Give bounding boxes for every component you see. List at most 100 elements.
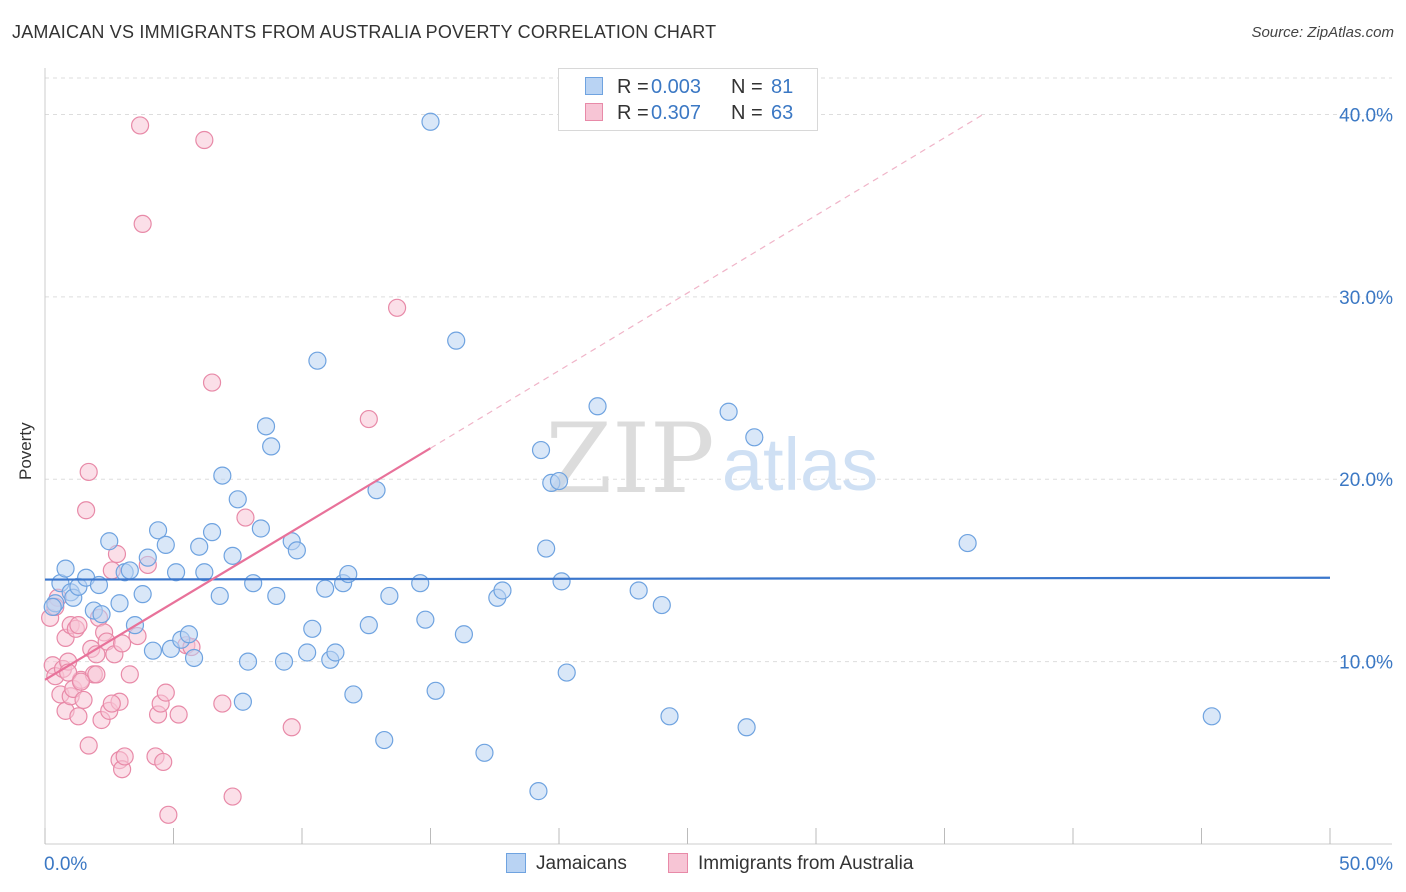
point-australia bbox=[74, 690, 93, 710]
legend-n-label: N = bbox=[731, 102, 763, 124]
point-jamaicans bbox=[251, 519, 270, 538]
legend-swatch-australia bbox=[585, 103, 603, 121]
point-jamaicans bbox=[447, 331, 466, 350]
point-australia bbox=[213, 694, 232, 713]
trend-line-jamaicans bbox=[44, 576, 1331, 581]
point-jamaicans bbox=[375, 730, 394, 750]
x-tick-label-min: 0.0% bbox=[44, 854, 87, 875]
point-jamaicans bbox=[552, 572, 571, 591]
point-australia bbox=[102, 694, 121, 713]
point-australia bbox=[359, 409, 378, 429]
point-jamaicans bbox=[195, 563, 214, 582]
chart-title: JAMAICAN VS IMMIGRANTS FROM AUSTRALIA PO… bbox=[12, 22, 717, 42]
watermark: ZIP atlas bbox=[545, 403, 878, 515]
point-australia bbox=[87, 665, 106, 684]
point-jamaicans bbox=[1202, 707, 1221, 726]
series-immigrants-from-australia bbox=[41, 116, 407, 824]
y-axis-label: Poverty bbox=[16, 422, 35, 480]
point-jamaicans bbox=[652, 595, 671, 615]
point-jamaicans bbox=[421, 112, 440, 131]
gridlines bbox=[45, 77, 1392, 663]
point-jamaicans bbox=[344, 685, 363, 704]
point-jamaicans bbox=[166, 563, 186, 582]
legend-n-value-jamaicans: 81 bbox=[771, 76, 794, 98]
point-jamaicans bbox=[179, 625, 199, 644]
point-jamaicans bbox=[549, 471, 569, 491]
legend-swatch-jamaicans bbox=[585, 77, 603, 95]
point-australia bbox=[130, 116, 150, 135]
point-jamaicans bbox=[531, 440, 551, 460]
legend-r-value-australia: 0.307 bbox=[651, 102, 702, 124]
bottom-legend-swatch-australia bbox=[668, 853, 688, 873]
point-australia bbox=[71, 672, 91, 691]
point-jamaicans bbox=[100, 532, 119, 551]
point-australia bbox=[115, 747, 134, 766]
point-jamaicans bbox=[148, 521, 168, 540]
point-jamaicans bbox=[588, 397, 607, 416]
point-jamaicans bbox=[308, 351, 327, 370]
source-label: Source: ZipAtlas.com bbox=[1251, 24, 1394, 41]
point-australia bbox=[79, 462, 98, 482]
point-jamaicans bbox=[138, 548, 157, 567]
point-jamaicans bbox=[110, 594, 129, 613]
point-australia bbox=[195, 130, 214, 150]
point-jamaicans bbox=[56, 559, 75, 578]
point-australia bbox=[79, 736, 98, 755]
point-jamaicans bbox=[298, 643, 317, 662]
point-jamaicans bbox=[244, 574, 263, 593]
point-jamaicans bbox=[316, 579, 335, 598]
axes bbox=[44, 68, 1392, 845]
point-jamaicans bbox=[629, 581, 648, 600]
legend-r-label: R = bbox=[617, 76, 649, 98]
point-jamaicans bbox=[262, 437, 281, 456]
watermark-atlas: atlas bbox=[722, 423, 878, 506]
point-jamaicans bbox=[719, 402, 738, 421]
point-australia bbox=[387, 298, 407, 317]
y-tick-label: 40.0% bbox=[1339, 105, 1393, 126]
y-tick-label: 20.0% bbox=[1339, 470, 1393, 491]
point-jamaicans bbox=[411, 574, 430, 593]
point-australia bbox=[156, 683, 175, 702]
watermark-zip: ZIP bbox=[545, 403, 714, 515]
point-jamaicans bbox=[660, 707, 679, 726]
point-jamaicans bbox=[89, 575, 109, 595]
point-jamaicans bbox=[133, 585, 152, 604]
series-jamaicans bbox=[43, 112, 1221, 801]
point-jamaicans bbox=[184, 648, 204, 668]
point-australia bbox=[202, 373, 222, 392]
bottom-legend-australia: Immigrants from Australia bbox=[668, 852, 913, 876]
point-jamaicans bbox=[326, 643, 345, 662]
point-australia bbox=[169, 705, 188, 724]
point-jamaicans bbox=[238, 652, 258, 671]
point-australia bbox=[282, 718, 301, 737]
point-jamaicans bbox=[537, 539, 556, 558]
point-jamaicans bbox=[274, 652, 294, 671]
legend: R = 0.003 N = 81 R = 0.307 N = 63 bbox=[558, 68, 818, 131]
point-jamaicans bbox=[745, 428, 764, 447]
bottom-legend-swatch-jamaicans bbox=[506, 853, 526, 873]
point-jamaicans bbox=[233, 692, 252, 711]
point-jamaicans bbox=[454, 625, 474, 644]
point-jamaicans bbox=[228, 490, 247, 509]
point-australia bbox=[133, 214, 152, 234]
point-australia bbox=[223, 787, 242, 806]
point-jamaicans bbox=[557, 663, 576, 682]
trend-lines bbox=[44, 113, 1331, 681]
point-australia bbox=[159, 805, 178, 824]
point-jamaicans bbox=[92, 605, 111, 624]
point-jamaicans bbox=[529, 782, 548, 801]
point-jamaicans bbox=[256, 417, 276, 436]
bottom-legend-label-australia: Immigrants from Australia bbox=[698, 853, 914, 874]
legend-r-value-jamaicans: 0.003 bbox=[651, 76, 702, 98]
point-jamaicans bbox=[210, 586, 229, 606]
point-jamaicans bbox=[190, 537, 209, 556]
y-tick-labels: 10.0% 20.0% 30.0% 40.0% bbox=[1339, 105, 1393, 673]
point-jamaicans bbox=[737, 718, 756, 737]
point-jamaicans bbox=[359, 616, 378, 635]
point-jamaicans bbox=[143, 641, 163, 660]
point-jamaicans bbox=[213, 466, 232, 485]
point-jamaicans bbox=[416, 610, 435, 629]
point-jamaicans bbox=[287, 541, 306, 560]
point-jamaicans bbox=[202, 523, 222, 542]
y-tick-label: 30.0% bbox=[1339, 288, 1393, 309]
